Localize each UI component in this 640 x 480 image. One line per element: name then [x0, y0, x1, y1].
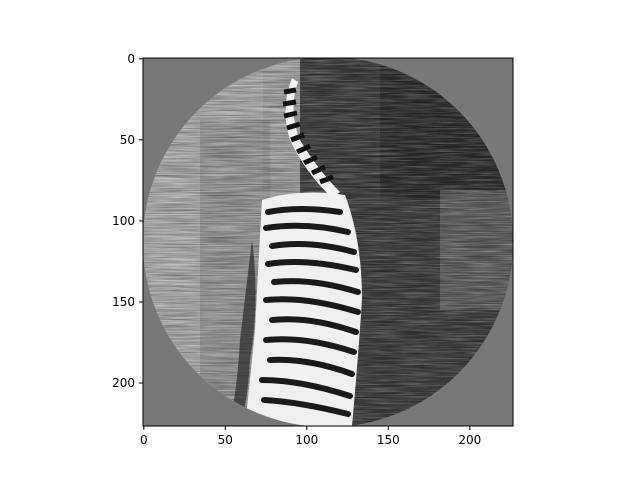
axes-frame — [142, 57, 514, 427]
y-tick-label: 200 — [112, 376, 135, 390]
y-tick-label: 150 — [112, 295, 135, 309]
y-tick-label: 50 — [120, 133, 135, 147]
y-tick-label: 100 — [112, 214, 135, 228]
x-tick-label: 100 — [295, 433, 318, 447]
x-tick-label: 50 — [218, 433, 233, 447]
y-axis: 0 50 100 150 200 — [112, 52, 143, 390]
tiger-image — [143, 58, 513, 426]
x-tick-label: 200 — [458, 433, 481, 447]
x-tick-label: 150 — [377, 433, 400, 447]
y-tick-label: 0 — [127, 52, 135, 66]
x-tick-label: 0 — [140, 433, 148, 447]
x-axis: 0 50 100 150 200 — [140, 426, 481, 447]
